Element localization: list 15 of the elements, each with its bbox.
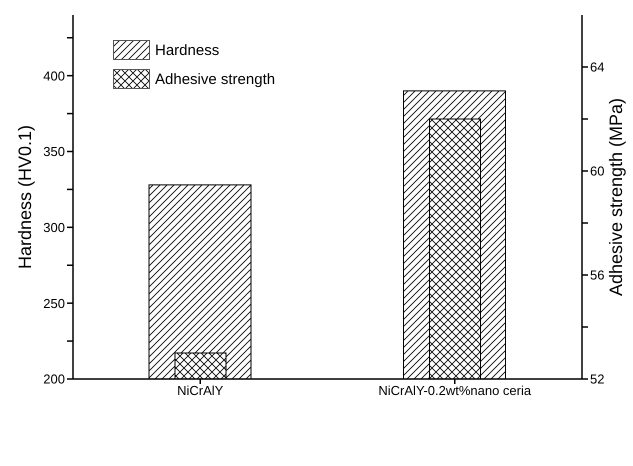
y-tick-label: 350 xyxy=(43,144,65,160)
y2-axis-title: Adhesive strength (MPa) xyxy=(606,98,626,296)
legend-label: Adhesive strength xyxy=(155,71,276,88)
y2-tick-label: 56 xyxy=(590,268,604,283)
y-tick-label: 400 xyxy=(43,68,65,84)
x-tick-label: NiCrAlY-0.2wt%nano ceria xyxy=(378,383,532,398)
y-tick-label: 200 xyxy=(43,372,65,387)
x-tick-label: NiCrAlY xyxy=(177,383,224,398)
y-tick-label: 250 xyxy=(43,296,65,311)
y2-tick-label: 60 xyxy=(590,164,604,179)
y-tick-label: 300 xyxy=(43,220,65,235)
y2-tick-label: 52 xyxy=(590,372,604,387)
legend-label: Hardness xyxy=(155,42,220,59)
y-axis-title: Hardness (HV0.1) xyxy=(15,124,35,270)
y2-tick-label: 64 xyxy=(590,60,604,75)
